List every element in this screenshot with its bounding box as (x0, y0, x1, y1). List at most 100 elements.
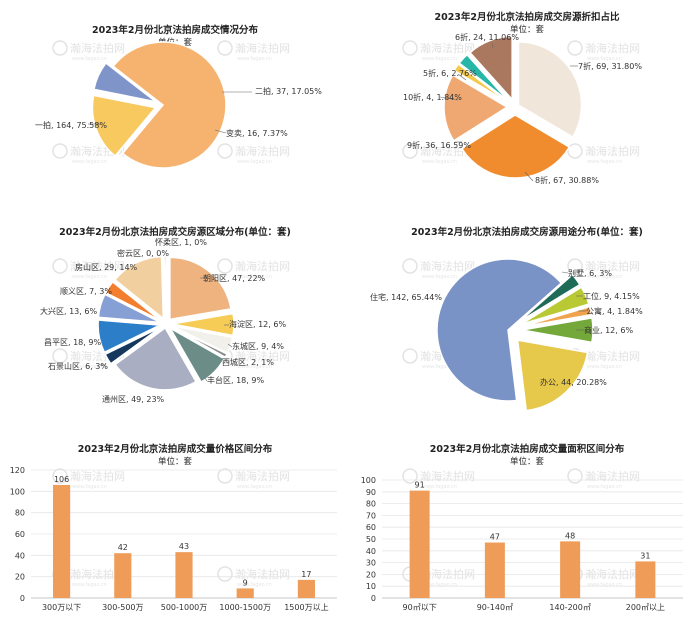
chart-title-c6: 2023年2月份北京法拍房成交量面积区间分布 (430, 443, 625, 455)
watermark-url: www.fagao.cn (422, 159, 457, 165)
x-tick-label: 1000-1500万 (219, 603, 271, 612)
pie-slice-c4-0[interactable] (436, 258, 563, 402)
watermark-name: 瀚海法拍网 (585, 259, 640, 273)
watermark-url: www.fagao.cn (72, 159, 107, 165)
bar-value-label: 43 (179, 542, 189, 551)
pie-slice-c3-10[interactable] (113, 255, 165, 321)
pie-slice-c3-8[interactable] (97, 293, 161, 324)
slice-label-c3-4: 丰台区, 18, 9% (207, 375, 264, 385)
pie-slice-c2-2[interactable] (443, 74, 509, 142)
leader-line (524, 171, 534, 182)
bar-c6-3[interactable] (635, 561, 656, 598)
bar-c5-4[interactable] (297, 579, 315, 598)
pie-c2: 7折, 69, 31.80% 8折, 67, 30.88% 9折, 36, 16.5… (403, 32, 642, 185)
leader-line (214, 129, 227, 134)
watermark-logo-icon (567, 258, 583, 274)
watermark-name: 瀚海法拍网 (585, 41, 640, 55)
chart-subtitle-c2: 单位：套 (510, 24, 545, 35)
watermark-logo-icon (402, 348, 418, 364)
slice-label-c3-0: 朝阳区, 47, 22% (203, 274, 266, 283)
pie-slice-c3-5[interactable] (114, 326, 198, 391)
watermark-name: 瀚海法拍网 (70, 259, 125, 273)
leader-line (227, 343, 233, 348)
watermark-logo-icon (217, 40, 233, 56)
y-tick-label: 30 (366, 559, 376, 568)
slice-label-c3-7: 昌平区, 18, 9% (44, 338, 101, 347)
bar-c5-1[interactable] (114, 553, 132, 598)
pie-c3: 朝阳区, 47, 22% 海淀区, 12, 6% 东城区, 9, 4% 西城区, 2,… (40, 237, 286, 404)
bar-chart-c6: 0 10 20 30 40 50 60 70 80 90 100 91 90㎡以下 47 90-140㎡ 48… (361, 476, 683, 612)
watermark-url: www.fagao.cn (72, 484, 107, 490)
pie-slice-c2-4[interactable] (458, 53, 510, 103)
pie-slice-c3-3[interactable] (170, 326, 229, 359)
chart-subtitle-c5: 单位：套 (158, 456, 193, 467)
pie-slice-c3-0[interactable] (169, 256, 232, 321)
slice-label-c2-0: 7折, 69, 31.80% (578, 61, 642, 71)
pie-slice-c1-2[interactable] (93, 62, 157, 103)
watermark-name: 瀚海法拍网 (70, 567, 125, 581)
y-tick-label: 0 (371, 594, 376, 603)
pie-slice-c3-7[interactable] (97, 319, 163, 354)
pie-slice-c3-2[interactable] (171, 325, 234, 355)
watermark-name: 瀚海法拍网 (235, 469, 290, 483)
pie-slice-c3-1[interactable] (171, 312, 235, 337)
watermark-logo-icon (402, 143, 418, 159)
pie-slice-c3-4[interactable] (168, 326, 226, 384)
pie-slice-c4-5[interactable] (518, 273, 581, 323)
watermark-name: 瀚海法拍网 (235, 349, 290, 363)
watermark-name: 瀚海法拍网 (420, 144, 475, 158)
bar-c6-0[interactable] (409, 490, 430, 598)
pie-slice-c3-6[interactable] (104, 326, 162, 365)
bar-c6-2[interactable] (560, 541, 581, 598)
bar-c5-2[interactable] (175, 552, 193, 598)
watermark-name: 瀚海法拍网 (420, 259, 475, 273)
bar-c5-0[interactable] (53, 484, 71, 598)
watermark-url: www.fagao.cn (587, 274, 622, 280)
slice-label-c3-9: 顺义区, 7, 3% (60, 287, 112, 296)
slice-label-c1-0: 一拍, 164, 75.58% (35, 120, 107, 130)
pie-slice-c2-1[interactable] (460, 114, 571, 179)
pie-slice-c1-1[interactable] (91, 94, 157, 158)
pie-slice-c2-3[interactable] (453, 63, 509, 104)
y-tick-label: 120 (10, 466, 25, 475)
watermark-logo-icon (217, 566, 233, 582)
pie-slice-c1-0[interactable] (112, 41, 227, 169)
y-tick-label: 40 (366, 547, 376, 556)
pie-slice-c4-1[interactable] (516, 339, 589, 412)
pie-slice-c3-12[interactable] (163, 255, 167, 319)
slice-label-c3-12: 怀柔区, 1, 0% (155, 237, 207, 247)
bar-c5-3[interactable] (236, 588, 254, 598)
pie-slice-c2-0[interactable] (517, 41, 583, 139)
pie-slice-c3-9[interactable] (104, 280, 162, 322)
y-tick-label: 20 (15, 573, 25, 582)
watermark-url: www.fagao.cn (72, 274, 107, 280)
x-tick-label: 500-1000万 (161, 603, 208, 612)
y-tick-label: 80 (15, 509, 25, 518)
bar-value-label: 9 (243, 578, 248, 587)
bar-c6-1[interactable] (484, 542, 505, 598)
pie-slice-c4-2[interactable] (521, 316, 594, 344)
pie-c4: 住宅, 142, 65.44% 办公, 44, 20.28% 商业, 12, 6% 公… (370, 258, 643, 412)
pie-c1: 一拍, 164, 75.58% 二拍, 37, 17.05% 变卖, 16, 7.3… (35, 41, 322, 169)
pie-slice-c4-3[interactable] (521, 305, 593, 328)
bar-chart-c5: 0 20 40 60 80 100 120 106 300万以下 42 300-500万 43 500-… (10, 466, 337, 612)
x-tick-label: 1500万以上 (284, 603, 328, 612)
watermark-logo-icon (52, 40, 68, 56)
slice-label-c4-0: 住宅, 142, 65.44% (370, 292, 442, 302)
pie-slice-c4-4[interactable] (520, 286, 590, 326)
pie-slice-c2-5[interactable] (468, 35, 513, 102)
watermark-logo-icon (217, 258, 233, 274)
leader-line (439, 96, 459, 101)
watermark-url: www.fagao.cn (237, 364, 272, 370)
bar-value-label: 17 (301, 570, 311, 579)
watermark-url: www.fagao.cn (237, 484, 272, 490)
watermark-logo-icon (402, 258, 418, 274)
